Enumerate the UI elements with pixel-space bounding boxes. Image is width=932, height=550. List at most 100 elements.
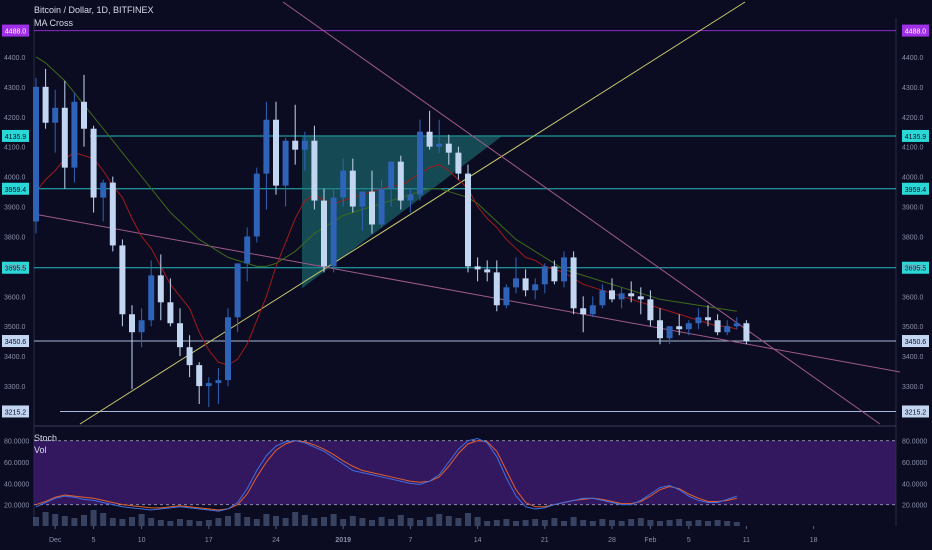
- candle-body: [532, 284, 539, 291]
- price-tick-right: 4400.0: [902, 55, 924, 62]
- stoch-d-line: [35, 440, 737, 511]
- candle: [455, 146, 462, 180]
- candle: [589, 296, 596, 318]
- candle-body: [100, 182, 107, 198]
- stoch-band: [34, 440, 896, 505]
- candle: [157, 254, 164, 321]
- candle-body: [90, 128, 97, 198]
- volume-bar: [340, 519, 347, 526]
- candle: [522, 269, 529, 297]
- candle: [282, 137, 289, 207]
- candle-body: [695, 317, 702, 324]
- candle-body: [215, 380, 222, 384]
- stoch-tick-right: 40.0000: [902, 481, 927, 488]
- price-tick-left: 3800.0: [4, 234, 26, 241]
- price-level-label-right: 3215.2: [905, 409, 927, 416]
- candle: [676, 314, 683, 336]
- candle: [426, 110, 433, 150]
- stoch-tick-right: 20.0000: [902, 503, 927, 510]
- candle-body: [253, 173, 260, 237]
- volume-bar: [733, 522, 740, 526]
- stoch-tick-right: 60.0000: [902, 460, 927, 467]
- candle-body: [705, 317, 711, 321]
- stoch-label: Stoch: [34, 433, 57, 443]
- price-level-tag-right: [902, 24, 929, 37]
- x-tick-label: Feb: [644, 537, 656, 544]
- volume-bar: [513, 521, 519, 526]
- candle-body: [580, 308, 587, 315]
- price-tick-right: 4200.0: [902, 115, 924, 122]
- candle: [321, 188, 327, 273]
- candle: [196, 362, 203, 405]
- volume-bar: [618, 521, 625, 526]
- candle: [493, 260, 500, 312]
- volume-bar: [609, 520, 615, 526]
- volume-bar: [465, 513, 471, 526]
- x-tick-label: 28: [608, 537, 616, 544]
- candle: [503, 284, 510, 309]
- candle: [42, 68, 49, 129]
- price-level-tag-left: [2, 24, 29, 37]
- candle: [609, 278, 615, 303]
- volume-bar: [369, 520, 375, 526]
- price-tick-left: 3700.0: [4, 264, 26, 271]
- candle: [705, 305, 711, 327]
- volume-bar: [474, 517, 481, 526]
- candle: [273, 101, 279, 195]
- stoch-pane-layer: [33, 438, 896, 526]
- candle-body: [628, 293, 635, 297]
- candle-body: [157, 275, 164, 303]
- candle: [561, 251, 567, 288]
- volume-bar: [599, 519, 606, 526]
- candle-body: [570, 257, 577, 309]
- volume-bar: [215, 518, 222, 526]
- candle-body: [417, 131, 423, 195]
- x-tick-label: 7: [408, 537, 412, 544]
- candle-body: [551, 266, 558, 282]
- volume-bar: [148, 518, 155, 526]
- price-level-label-right: 3450.6: [905, 339, 927, 346]
- volume-bar: [100, 513, 107, 526]
- candle: [714, 314, 721, 336]
- candle: [90, 125, 97, 213]
- candle: [685, 320, 692, 336]
- volume-bar: [455, 518, 462, 526]
- price-tick-left: 3300.0: [4, 384, 26, 391]
- x-tick-label: Dec: [49, 537, 62, 544]
- price-level-label-right: 4488.0: [905, 29, 927, 36]
- candle: [311, 125, 318, 210]
- price-tick-right: 4300.0: [902, 85, 924, 92]
- candle-body: [369, 191, 375, 225]
- candle: [436, 119, 443, 153]
- volume-bar: [81, 515, 87, 526]
- price-tick-left: 4400.0: [4, 55, 26, 62]
- price-level-tag-right: [902, 261, 929, 274]
- volume-bar: [570, 517, 577, 526]
- candle: [599, 284, 606, 309]
- price-level-label-right: 3695.5: [905, 266, 927, 273]
- candle: [244, 227, 251, 282]
- volume-bar: [685, 521, 692, 526]
- candle: [657, 308, 663, 345]
- candle: [167, 278, 174, 327]
- volume-bar: [407, 518, 414, 526]
- candle-body: [724, 326, 731, 333]
- x-tick-label: 14: [474, 537, 482, 544]
- candle-body: [42, 86, 49, 123]
- candle-body: [397, 161, 404, 201]
- volume-bar: [493, 520, 500, 526]
- volume-bar: [196, 521, 203, 526]
- x-tick-label: 5: [92, 537, 96, 544]
- volume-bar: [71, 518, 78, 526]
- candle: [359, 191, 366, 231]
- candles-layer[interactable]: [33, 68, 750, 408]
- price-tick-right: 3400.0: [902, 354, 924, 361]
- candle-body: [378, 188, 385, 225]
- x-tick-label: 18: [810, 537, 818, 544]
- candle-body: [321, 200, 327, 267]
- volume-bar: [522, 520, 529, 526]
- candle-body: [513, 278, 519, 288]
- volume-bar: [33, 517, 39, 526]
- candle-body: [340, 170, 347, 198]
